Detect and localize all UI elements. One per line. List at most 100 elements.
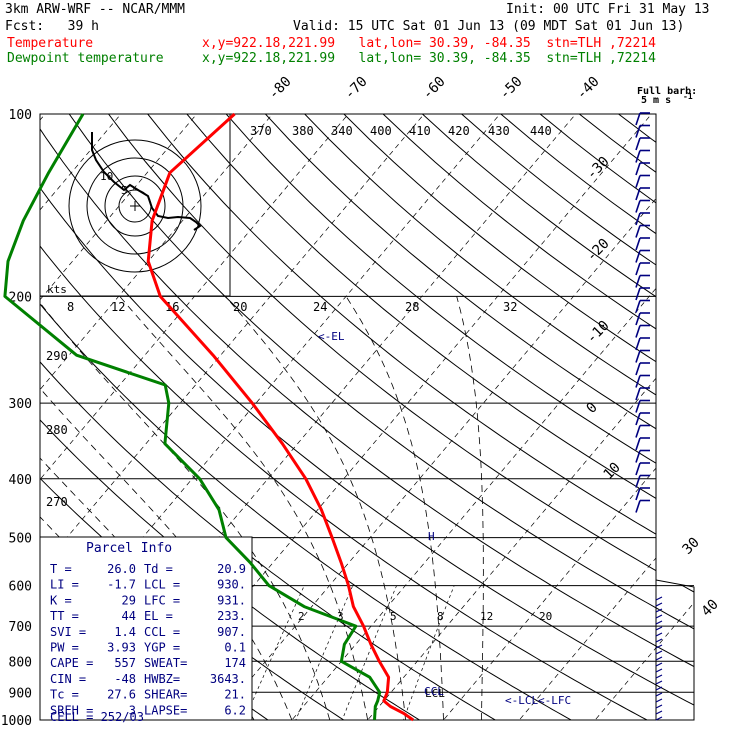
legend-temperature-label: Temperature [7, 36, 94, 51]
annotations: <-EL LCL <-LCL <-LFC CCL H [318, 330, 571, 707]
speed-scale-label: 8 [67, 300, 74, 314]
isotherm-label: 40 [699, 597, 722, 620]
hodograph-trace [91, 132, 202, 231]
wind-barb [655, 614, 663, 619]
moist-adiabat [225, 296, 406, 720]
isotherm [40, 114, 46, 720]
pressure-label: 300 [9, 397, 32, 412]
parcel-field-value: -48 [114, 672, 136, 686]
pressure-label: 200 [9, 290, 32, 305]
dewpoint-profile [3, 113, 382, 721]
theta-label: 340 [331, 124, 353, 138]
init-time: Init: 00 UTC Fri 31 May 13 [506, 2, 710, 17]
wind-barb [655, 632, 663, 637]
wind-barb [635, 175, 641, 188]
parcel-field-value: 931. [217, 593, 246, 607]
wind-barb [635, 325, 641, 338]
isotherm-label: -80 [266, 74, 295, 103]
legend-dewpoint-label: Dewpoint temperature [7, 51, 164, 66]
speed-scale-label: 24 [313, 300, 327, 314]
pressure-label: 100 [9, 108, 32, 123]
dry-adiabat [304, 114, 694, 720]
dewpoint-line [3, 113, 382, 721]
wind-barb [655, 674, 663, 679]
parcel-field-value: 3.93 [107, 641, 136, 655]
parcel-field-value: -1.7 [107, 578, 136, 592]
parcel-field-value: 3643. [210, 672, 246, 686]
parcel-field-label: K = [50, 593, 72, 607]
mixing-ratio-line [243, 585, 305, 720]
wind-barb [655, 596, 663, 601]
moist-adiabat [119, 296, 369, 720]
annotation-lcl-arrow: <-LCL [505, 694, 538, 707]
parcel-field-value: 233. [217, 609, 246, 623]
wind-barb [635, 200, 641, 213]
parcel-field-label: HWBZ= [144, 672, 180, 686]
wind-barb [635, 150, 641, 163]
parcel-field-value: 27.6 [107, 688, 136, 702]
parcel-field-value: 930. [217, 578, 246, 592]
moist-adiabat [456, 296, 484, 720]
wind-barb [635, 237, 641, 251]
parcel-field-value: 6.2 [224, 703, 246, 717]
theta-label: 430 [488, 124, 510, 138]
dry-adiabat [40, 114, 694, 720]
legend-dewpoint-info: x,y=922.18,221.99 lat,lon= 30.39, -84.35… [202, 51, 656, 66]
wind-barb [635, 425, 641, 438]
parcel-field-value: 1.4 [114, 625, 136, 639]
wind-barb-legend: Full barb: 5 m s -1 [637, 86, 697, 106]
theta-label: 280 [46, 423, 68, 437]
wind-barb [635, 300, 641, 313]
dry-adiabat [225, 114, 694, 720]
parcel-field-label: T = [50, 562, 72, 576]
mixing-ratio-label: 8 [437, 610, 444, 623]
parcel-field-label: Tc = [50, 688, 79, 702]
wind-barb [635, 187, 641, 201]
wind-barb [635, 287, 641, 301]
legend-temperature-info: x,y=922.18,221.99 lat,lon= 30.39, -84.35… [202, 36, 656, 51]
moist-adiabat [345, 296, 444, 720]
parcel-field-label: CIN = [50, 672, 86, 686]
speed-scale-label: 32 [503, 300, 517, 314]
parcel-field-label: YGP = [144, 641, 180, 655]
isotherm [356, 114, 694, 720]
pressure-label: 900 [9, 686, 32, 701]
parcel-field-label: SHEAR= [144, 688, 187, 702]
wind-barb [635, 125, 641, 138]
wind-barb [635, 437, 641, 451]
dry-adiabat [657, 114, 694, 720]
isotherm-label: -10 [584, 318, 613, 347]
wind-barb [655, 602, 663, 607]
plot-frame-extension [655, 579, 695, 721]
hodograph-ring-label: 10 [100, 170, 113, 183]
dry-adiabat [422, 114, 694, 720]
wind-barb [635, 250, 641, 263]
wind-barb [655, 680, 663, 685]
wind-barb [635, 400, 641, 413]
barb-legend-value: 5 m s [641, 95, 671, 106]
wind-barb [635, 262, 641, 276]
theta-label: 380 [292, 124, 314, 138]
pressure-labels: 100 200 300 400 500 600 700 800 900 1000 [1, 108, 32, 729]
mixing-ratio-label: 12 [480, 610, 493, 623]
theta-labels: 370 380 340 400 410 420 430 440 290 280 270 [46, 124, 552, 509]
wind-barb [635, 312, 641, 326]
parcel-field-value: 20.9 [217, 562, 246, 576]
mixing-ratio-line [403, 585, 455, 720]
hodograph: 10 5 kts [40, 114, 231, 297]
pressure-label: 700 [9, 620, 32, 635]
parcel-field-value: 557 [114, 656, 136, 670]
theta-label: 290 [46, 349, 68, 363]
wind-barb [655, 620, 663, 625]
wind-barb [655, 644, 663, 649]
pressure-label: 400 [9, 473, 32, 488]
wind-barb [635, 337, 641, 351]
temperature-line [146, 112, 415, 722]
wind-barb [635, 462, 641, 476]
temperature-profile [146, 112, 415, 722]
forecast-hour: Fcst: 39 h [5, 19, 99, 34]
theta-label: 420 [448, 124, 470, 138]
speed-scale-label: 28 [405, 300, 419, 314]
parcel-field-label: PW = [50, 641, 79, 655]
mixing-ratio-label: 2 [298, 610, 305, 623]
